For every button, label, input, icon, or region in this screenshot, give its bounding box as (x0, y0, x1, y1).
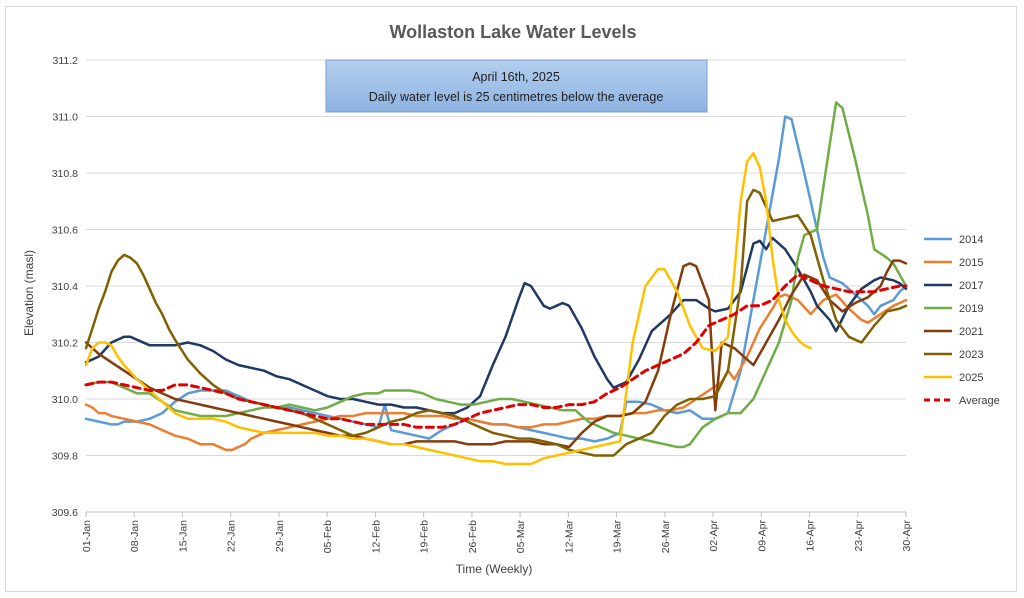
annotation-box: April 16th, 2025 Daily water level is 25… (325, 59, 708, 113)
x-tick-label: 26-Mar (660, 520, 672, 554)
series-line-2019 (84, 101, 908, 449)
legend-label: 2015 (959, 257, 983, 269)
legend-label: 2023 (959, 349, 983, 361)
x-tick-label: 01-Jan (81, 520, 93, 552)
series-line-2021 (84, 259, 908, 449)
x-tick-label: 19-Mar (612, 520, 624, 554)
legend: 2014 2015 2017 2019 2021 2023 2025 Average (924, 234, 1000, 407)
y-axis-label: Elevation (masl) (22, 250, 36, 336)
x-tick-label: 05-Feb (322, 520, 334, 553)
y-tick-label: 310.0 (52, 394, 78, 406)
series-line-2025 (84, 151, 812, 466)
x-tick-label: 23-Apr (853, 519, 865, 551)
x-tick-label: 12-Mar (563, 520, 575, 554)
x-tick-label: 12-Feb (370, 520, 382, 553)
legend-label: 2017 (959, 280, 983, 292)
y-tick-label: 311.0 (53, 112, 79, 124)
x-tick-label: 29-Jan (274, 520, 286, 552)
legend-label: Average (959, 395, 1000, 407)
chart-title: Wollaston Lake Water Levels (389, 22, 636, 42)
y-tick-label: 310.4 (52, 281, 78, 293)
y-tick-label: 309.6 (52, 507, 78, 519)
chart-frame: Wollaston Lake Water Levels 309.6 309.8 31… (5, 6, 1017, 592)
x-tick-label: 09-Apr (756, 519, 768, 551)
x-tick-label: 15-Jan (177, 520, 189, 552)
legend-label: 2021 (959, 326, 983, 338)
series-line-2017 (84, 236, 908, 415)
series-line-2014 (84, 115, 908, 443)
x-tick-label: 30-Apr (901, 519, 913, 551)
series-line-2015 (84, 293, 908, 452)
y-tick-label: 310.2 (52, 338, 78, 350)
x-axis-ticks: 01-Jan 08-Jan 15-Jan 22-Jan 29-Jan 05-Feb 12-F… (81, 512, 913, 553)
x-tick-label: 26-Feb (467, 520, 479, 553)
legend-label: 2025 (959, 372, 983, 384)
series-layer (84, 101, 908, 466)
annotation-line-2: Daily water level is 25 centimetres belo… (369, 90, 664, 104)
y-tick-label: 311.2 (53, 55, 79, 67)
x-tick-label: 08-Jan (129, 520, 141, 552)
x-axis-label: Time (Weekly) (456, 562, 533, 576)
y-tick-label: 310.8 (52, 168, 78, 180)
x-tick-label: 22-Jan (226, 520, 238, 552)
legend-label: 2014 (959, 234, 983, 246)
y-tick-label: 309.8 (52, 451, 78, 463)
x-tick-label: 02-Apr (708, 519, 720, 551)
series-line-average (84, 273, 908, 429)
x-tick-label: 16-Apr (805, 519, 817, 551)
y-axis-ticks: 309.6 309.8 310.0 310.2 310.4 310.6 310.8 311.0… (52, 55, 78, 519)
x-tick-label: 19-Feb (419, 520, 431, 553)
line-chart: Wollaston Lake Water Levels 309.6 309.8 31… (22, 22, 1000, 576)
legend-label: 2019 (959, 303, 983, 315)
annotation-line-1: April 16th, 2025 (472, 70, 560, 84)
y-tick-label: 310.6 (52, 225, 78, 237)
gridlines (86, 59, 906, 456)
series-line-2023 (84, 188, 908, 457)
x-tick-label: 05-Mar (515, 520, 527, 554)
